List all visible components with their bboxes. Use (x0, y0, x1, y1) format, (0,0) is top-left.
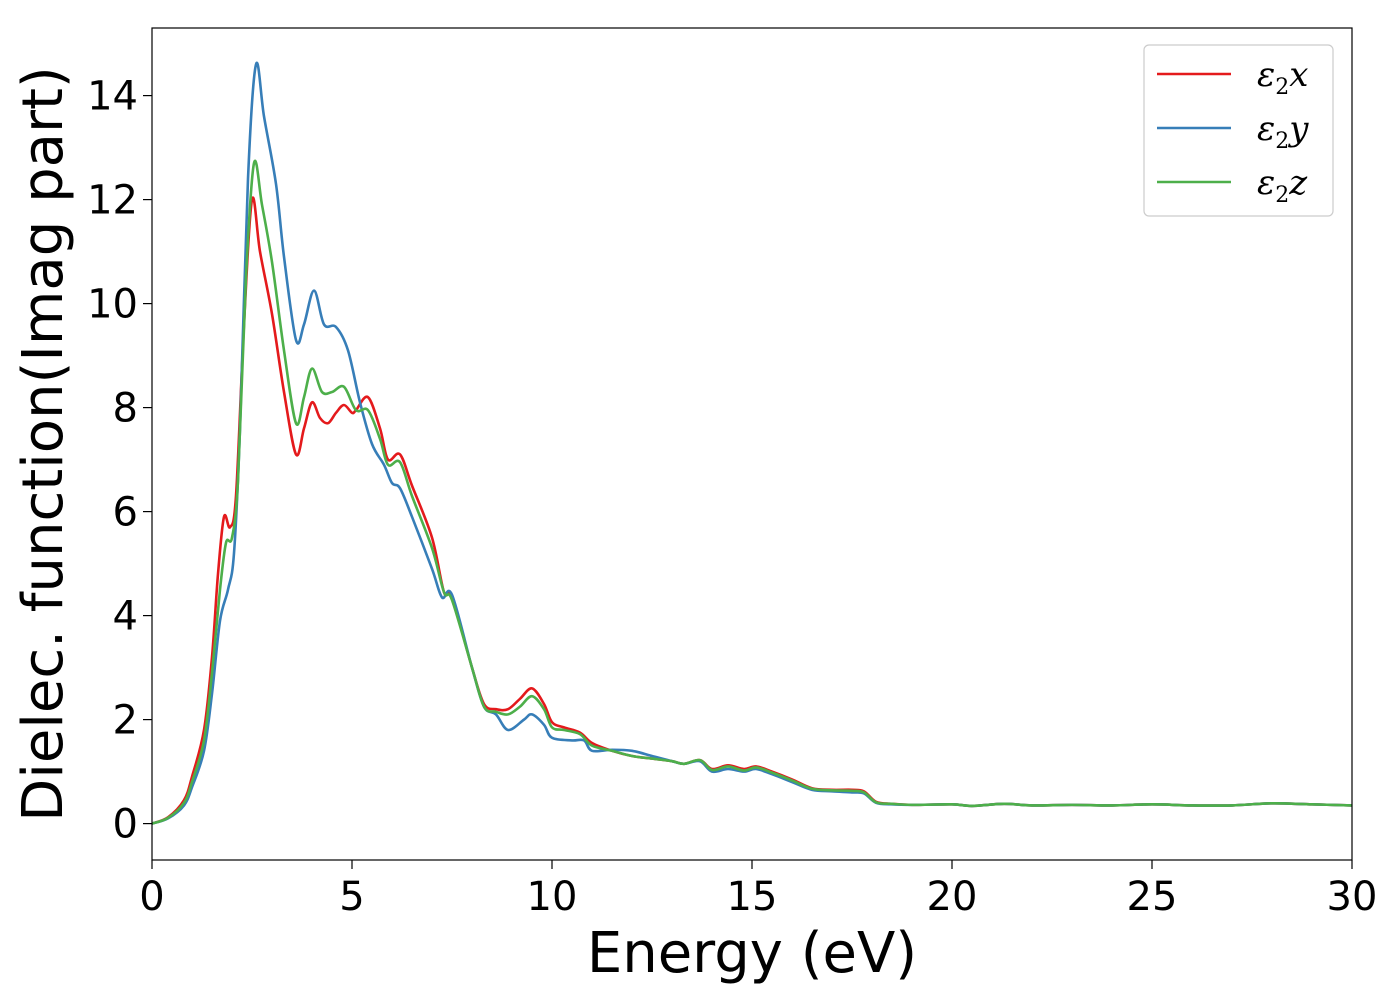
ticks-layer: 0 5 10 15 20 25 30 0 2 4 6 8 10 12 14 (87, 74, 1377, 920)
series-line-z (152, 159, 1352, 825)
x-tick-label: 25 (1127, 874, 1178, 920)
y-tick-label: 2 (113, 698, 138, 744)
legend: ε2x ε2y ε2z (1143, 44, 1334, 217)
y-tick-label: 4 (113, 594, 138, 640)
y-tick-label: 12 (87, 178, 138, 224)
x-tick-label: 20 (927, 874, 978, 920)
x-tick-label: 15 (727, 874, 778, 920)
series-line-x (152, 196, 1352, 825)
x-tick-label: 0 (139, 874, 164, 920)
x-tick-label: 30 (1327, 874, 1378, 920)
x-tick-label: 5 (339, 874, 364, 920)
y-tick-label: 10 (87, 282, 138, 328)
y-tick-label: 6 (113, 490, 138, 536)
y-tick-label: 8 (113, 386, 138, 432)
legend-label-z: ε2z (1257, 163, 1308, 208)
y-tick-label: 0 (113, 802, 138, 848)
series-layer (152, 61, 1352, 825)
y-axis-label: Dielec. function(Imag part) (11, 66, 76, 822)
legend-label-x: ε2x (1257, 55, 1308, 100)
y-tick-label: 14 (87, 74, 138, 120)
legend-box (1143, 44, 1334, 217)
x-axis-label: Energy (eV) (587, 921, 917, 986)
legend-label-y: ε2y (1257, 109, 1309, 154)
x-tick-label: 10 (527, 874, 578, 920)
